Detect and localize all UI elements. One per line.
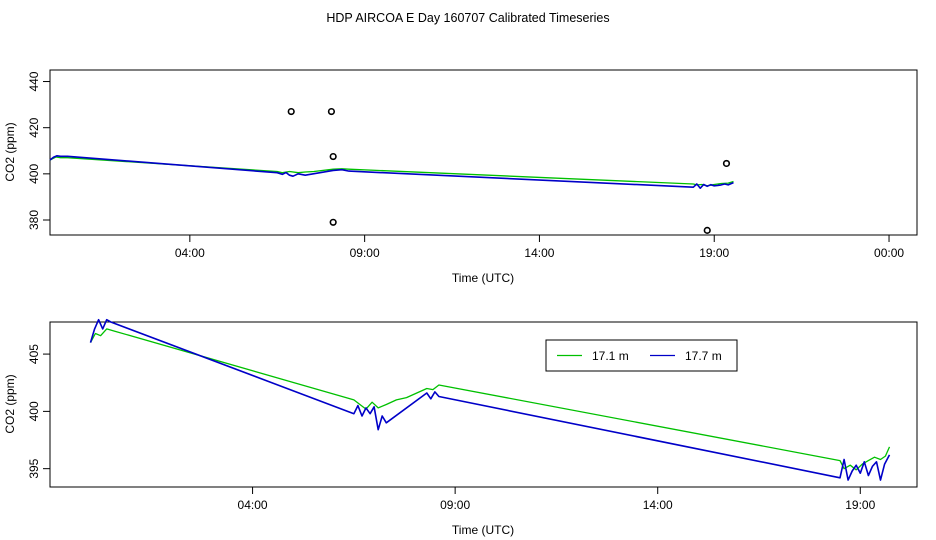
top-x-tick-label: 19:00: [699, 246, 729, 260]
top-x-tick-label: 00:00: [874, 246, 904, 260]
top-x-tick-label: 09:00: [350, 246, 380, 260]
bottom-y-tick-label: 405: [27, 344, 41, 364]
panel-top-y-label: CO2 (ppm): [3, 122, 17, 181]
legend-label-17-7m: 17.7 m: [685, 349, 722, 363]
top-outlier-point: [329, 218, 337, 226]
legend-label-17-1m: 17.1 m: [592, 349, 629, 363]
panel-top-x-label: Time (UTC): [452, 271, 514, 285]
panel-bottom-series: [89, 318, 891, 481]
panel-top-y-axis: 380 400 420 440: [27, 71, 50, 230]
top-y-tick-label: 380: [27, 210, 41, 230]
bottom-y-tick-label: 395: [27, 458, 41, 478]
top-outlier-point: [722, 159, 731, 168]
bottom-x-tick-label: 04:00: [238, 498, 268, 512]
figure-title: HDP AIRCOA E Day 160707 Calibrated Times…: [326, 11, 609, 25]
bottom-x-tick-label: 14:00: [643, 498, 673, 512]
panel-top-points: [287, 107, 731, 234]
panel-bottom-y-label: CO2 (ppm): [3, 374, 17, 433]
panel-top-series: [49, 155, 734, 189]
bottom-series-line-17-7-m: [89, 318, 891, 481]
bottom-x-tick-label: 19:00: [845, 498, 875, 512]
top-y-tick-label: 440: [27, 71, 41, 91]
panel-top-x-axis: 04:00 09:00 14:00 19:00 00:00: [175, 235, 904, 260]
panel-bottom: 04:00 09:00 14:00 19:00 395 400 405 Time (UTC…: [3, 318, 918, 537]
panel-bottom-frame: [49, 321, 918, 488]
bottom-y-tick-label: 400: [27, 401, 41, 421]
bottom-series-line-17-1-m: [89, 328, 891, 471]
panel-bottom-y-axis: 395 400 405: [27, 344, 50, 479]
top-outlier-point: [703, 226, 711, 234]
top-series-line-17-7-m: [49, 155, 734, 189]
top-outlier-point: [287, 107, 295, 116]
top-y-tick-label: 420: [27, 117, 41, 137]
panel-top: 04:00 09:00 14:00 19:00 00:00 380 400 420 440 T…: [3, 69, 918, 285]
panel-bottom-x-axis: 04:00 09:00 14:00 19:00: [238, 487, 876, 512]
top-outlier-point: [327, 107, 336, 116]
bottom-x-tick-label: 09:00: [440, 498, 470, 512]
legend: 17.1 m 17.7 m: [545, 339, 738, 372]
top-outlier-point: [329, 152, 337, 161]
panel-bottom-x-label: Time (UTC): [452, 523, 514, 537]
top-y-tick-label: 400: [27, 164, 41, 184]
top-x-tick-label: 04:00: [175, 246, 205, 260]
panel-top-frame: [49, 69, 918, 236]
top-x-tick-label: 14:00: [524, 246, 554, 260]
